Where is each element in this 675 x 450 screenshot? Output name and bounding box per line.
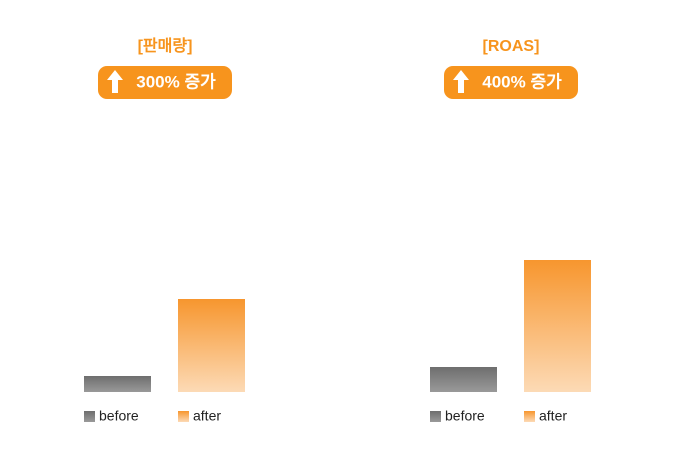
chart-title: [판매량]: [138, 36, 193, 55]
badge-text: 400% 증가: [482, 72, 562, 91]
up-arrow-icon: [453, 70, 469, 93]
chart-title: [ROAS]: [483, 38, 540, 55]
badge-background: [98, 66, 232, 99]
legend-swatch: [524, 411, 535, 422]
legend-swatch: [84, 411, 95, 422]
up-arrow-icon: [107, 70, 123, 93]
legend-swatch: [178, 411, 189, 422]
bar: [430, 367, 497, 392]
legend-label: before: [99, 408, 139, 424]
badge-background: [444, 66, 578, 99]
legend-label: after: [193, 408, 221, 424]
bar: [84, 376, 151, 392]
bar: [178, 299, 245, 392]
legend-label: after: [539, 408, 567, 424]
badge-text: 300% 증가: [136, 72, 216, 91]
legend-label: before: [445, 408, 485, 424]
legend-swatch: [430, 411, 441, 422]
bar: [524, 260, 591, 392]
